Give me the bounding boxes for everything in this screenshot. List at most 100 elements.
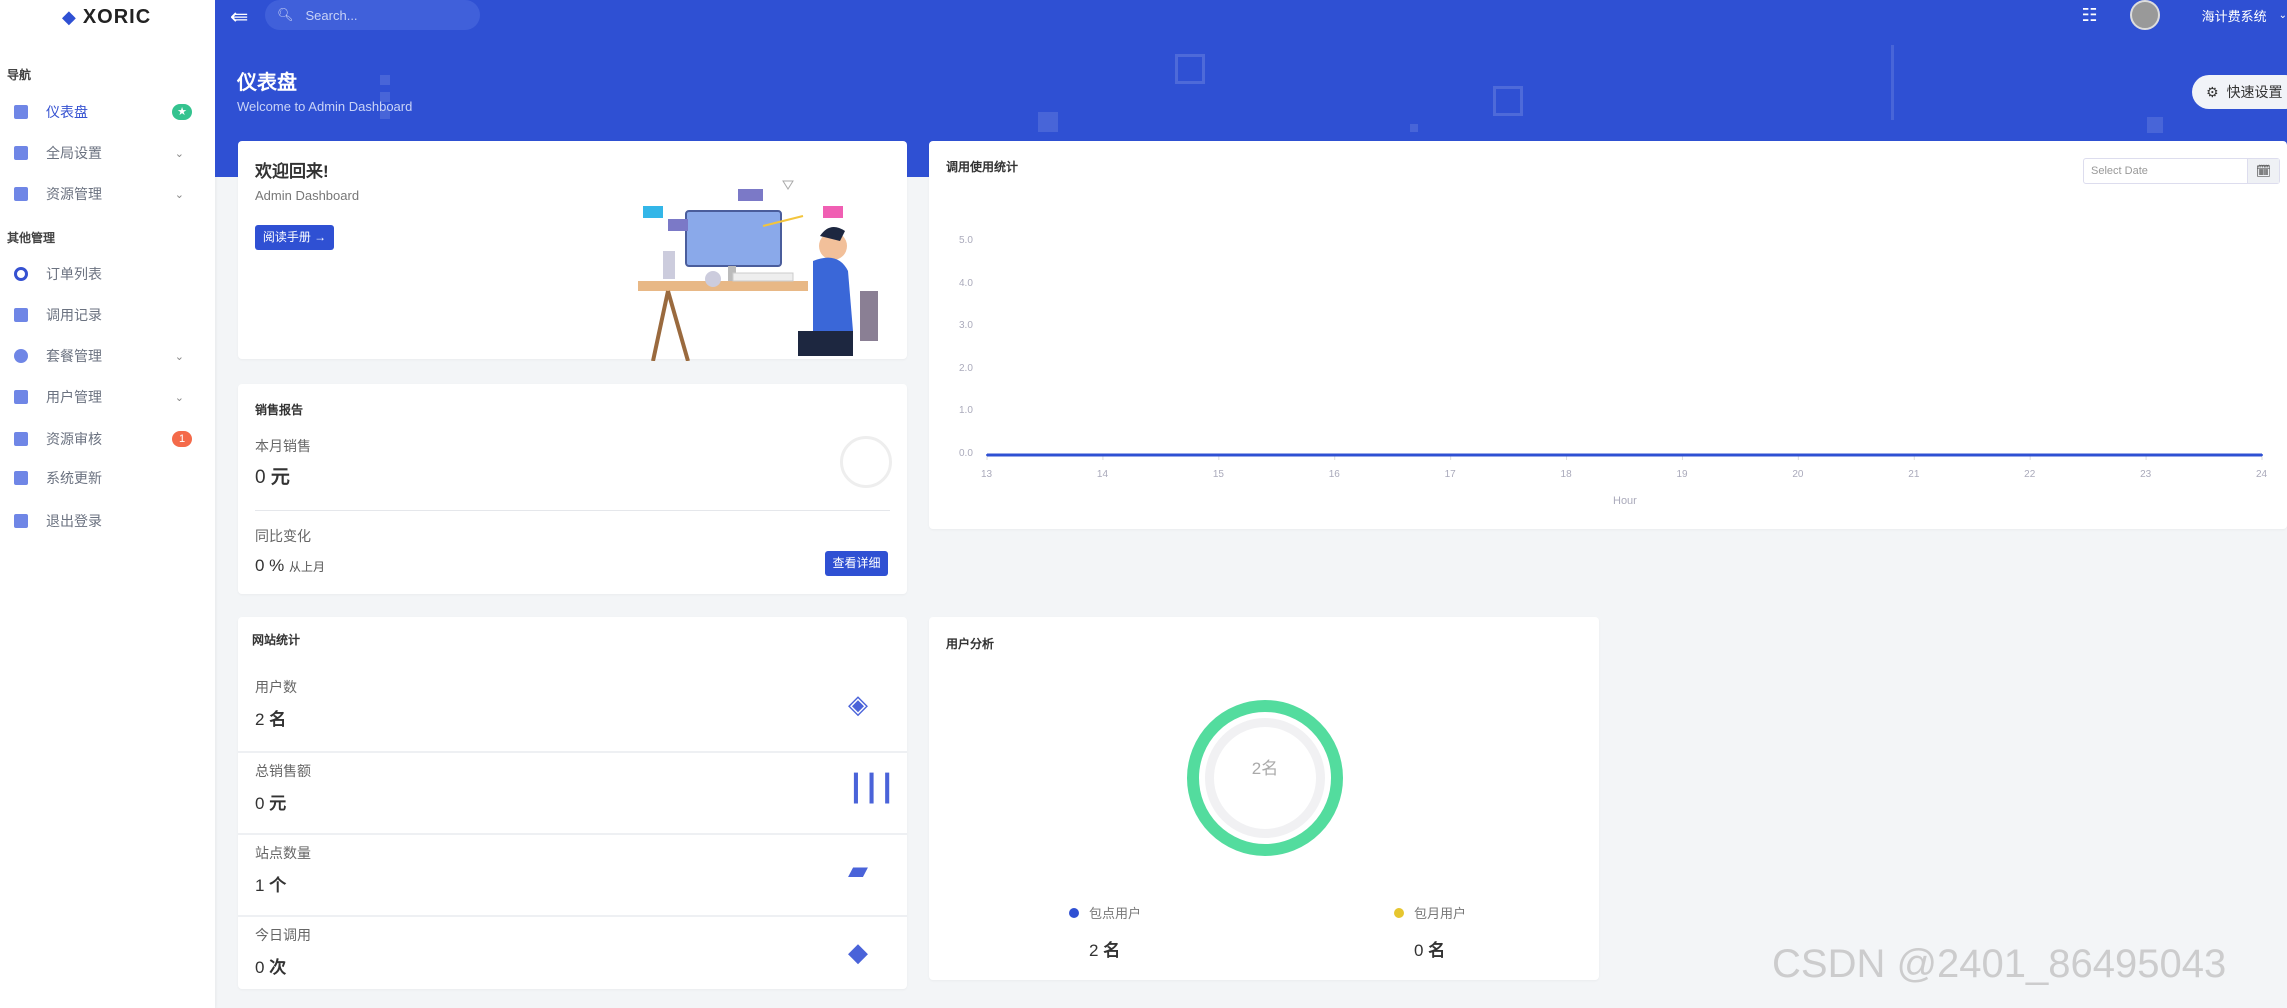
sidebar-item-3[interactable]: 订单列表 (14, 260, 200, 288)
sidebar-item-label: 全局设置 (46, 145, 102, 161)
change-value: 0 % 从上月 (255, 556, 326, 575)
x-tick-label: 14 (1096, 469, 1109, 480)
watermark: CSDN @2401_86495043 (1772, 942, 2227, 986)
cube-icon: ◆ (848, 937, 868, 967)
x-tick-label: 20 (1792, 469, 1804, 480)
usage-chart-card: 调用使用统计 Select Date 🗓︎ 0.0 1.0 2.0 3.0 4.0 5.0… (929, 141, 2287, 529)
x-tick-label: 24 (2256, 469, 2268, 480)
stat-label: 今日调用 (255, 927, 311, 943)
logout-icon (14, 514, 28, 528)
logo[interactable]: ◆ XORIC (62, 6, 152, 28)
sales-title: 销售报告 (255, 403, 304, 417)
menu-collapse-icon[interactable]: ⇚ (230, 4, 249, 29)
x-tick-label: 21 (1908, 469, 1920, 480)
month-sales-label: 本月销售 (255, 438, 311, 454)
sidebar-item-0[interactable]: 仪表盘 ★ (14, 98, 200, 126)
stat-label: 总销售额 (255, 763, 311, 779)
diamond-logo-icon: ◆ (62, 7, 77, 27)
chevron-down-icon[interactable]: ⌄ (2278, 9, 2287, 21)
sidebar-item-1[interactable]: 全局设置 ⌄ (14, 139, 200, 167)
circle-icon (14, 267, 28, 281)
legend-item: 包点用户 2 名 (1069, 903, 1189, 961)
legend-dot (1069, 908, 1079, 918)
quick-settings-button[interactable]: ⚙ 快速设置 (2192, 75, 2287, 109)
sidebar-item-label: 系统更新 (46, 470, 102, 486)
sidebar-item-8[interactable]: 系统更新 (14, 464, 200, 492)
data-point (1333, 454, 1336, 456)
data-point (986, 454, 988, 456)
stat-row: 用户数 2 名 ◈ (238, 669, 907, 751)
sales-progress-ring (840, 436, 892, 488)
data-point (2145, 454, 2148, 456)
cube-icon (14, 390, 28, 404)
sidebar-item-9[interactable]: 退出登录 (14, 507, 200, 535)
sales-report-card: 销售报告 本月销售 0 元 同比变化 0 % 从上月 查看详细 (238, 384, 907, 594)
chevron-down-icon: ⌄ (174, 350, 184, 363)
legend-value: 0 名 (1414, 941, 1446, 960)
stat-label: 站点数量 (255, 845, 311, 861)
avatar[interactable] (2129, 0, 2160, 30)
data-point (1565, 454, 1568, 456)
sidebar-item-label: 资源审核 (46, 431, 102, 447)
y-tick-label: 0.0 (959, 448, 973, 459)
welcome-title: 欢迎回来! (255, 162, 329, 181)
stat-value: 0 元 (255, 794, 287, 813)
sidebar-item-label: 订单列表 (46, 266, 102, 282)
legend-value: 2 名 (1089, 941, 1121, 960)
sidebar-item-5[interactable]: 套餐管理 ⌄ (14, 342, 200, 370)
usage-line-chart (986, 453, 2263, 460)
chart-icon (14, 308, 28, 322)
chat-icon (14, 432, 28, 446)
sidebar-item-6[interactable]: 用户管理 ⌄ (14, 383, 200, 411)
calendar-icon[interactable]: 🗓︎ (2247, 159, 2279, 183)
pill-icon (14, 349, 28, 363)
badge: 1 (172, 431, 192, 447)
view-details-button[interactable]: 查看详细 (825, 551, 888, 576)
x-axis-label: Hour (1613, 495, 1637, 507)
donut-center-label: 2名 (1251, 759, 1279, 778)
read-manual-button[interactable]: 阅读手册 → (255, 225, 334, 250)
sidebar-item-label: 调用记录 (46, 307, 102, 323)
usage-title: 调用使用统计 (946, 160, 1019, 174)
site-stats-card: 网站统计 用户数 2 名 ◈ 总销售额 0 元 ┃┃┃ 站点数量 1 个 ▰ 今日调用… (238, 617, 907, 989)
x-tick-label: 23 (2140, 469, 2152, 480)
data-point (1449, 454, 1452, 456)
date-picker[interactable]: Select Date 🗓︎ (2083, 158, 2280, 184)
sidebar-item-2[interactable]: 资源管理 ⌄ (14, 180, 200, 208)
sidebar-item-label: 用户管理 (46, 389, 102, 405)
gear-icon: ⚙ (2206, 83, 2219, 100)
sidebar-item-label: 资源管理 (46, 186, 102, 202)
welcome-subtitle: Admin Dashboard (255, 188, 360, 203)
x-tick-label: 16 (1328, 469, 1340, 480)
stat-value: 1 个 (255, 876, 287, 895)
y-tick-label: 1.0 (959, 405, 973, 417)
data-point (1101, 454, 1104, 456)
user-analysis-card: 用户分析 2名 包点用户 2 名 包月用户 0 名 (929, 617, 1599, 980)
data-point (1217, 454, 1220, 456)
sliders-icon[interactable]: ☷ (2081, 4, 2098, 25)
user-name[interactable]: 海计费系统 (2201, 8, 2267, 24)
x-tick-label: 22 (2024, 469, 2036, 480)
data-point (1797, 454, 1800, 456)
chevron-down-icon: ⌄ (174, 188, 184, 201)
monitor-icon (14, 105, 28, 119)
stat-row: 站点数量 1 个 ▰ (238, 833, 907, 915)
legend-item: 包月用户 0 名 (1394, 903, 1514, 961)
date-input[interactable]: Select Date (2091, 165, 2148, 177)
data-point (1913, 454, 1916, 456)
x-tick-label: 17 (1444, 469, 1456, 480)
legend-dot (1394, 908, 1404, 918)
y-tick-label: 2.0 (959, 362, 973, 374)
search-input[interactable]: 🔍︎ Search... (265, 0, 480, 30)
grid-icon (14, 187, 28, 201)
divider (255, 510, 890, 511)
sidebar-item-7[interactable]: 资源审核 1 (14, 425, 200, 453)
section-nav: 导航 (7, 68, 32, 82)
sidebar-item-label: 退出登录 (46, 513, 102, 529)
data-point (2029, 454, 2032, 456)
sidebar: ◆ XORIC 导航 其他管理 仪表盘 ★ 全局设置 ⌄ 资源管理 ⌄ 订单列表 调用记录 套餐管… (0, 0, 215, 1008)
y-tick-label: 3.0 (959, 320, 973, 332)
sidebar-item-4[interactable]: 调用记录 (14, 301, 200, 329)
sidebar-item-label: 仪表盘 (46, 104, 88, 120)
badge: ★ (172, 104, 192, 120)
